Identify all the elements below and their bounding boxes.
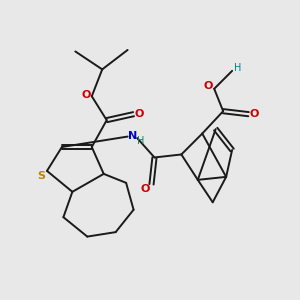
Text: O: O [140,184,150,194]
Text: O: O [203,81,213,92]
Text: O: O [82,90,91,100]
Text: S: S [38,171,46,181]
Text: N: N [128,131,137,141]
Text: O: O [250,109,259,118]
Text: O: O [134,109,144,119]
Text: H: H [234,64,241,74]
Text: H: H [137,136,145,146]
